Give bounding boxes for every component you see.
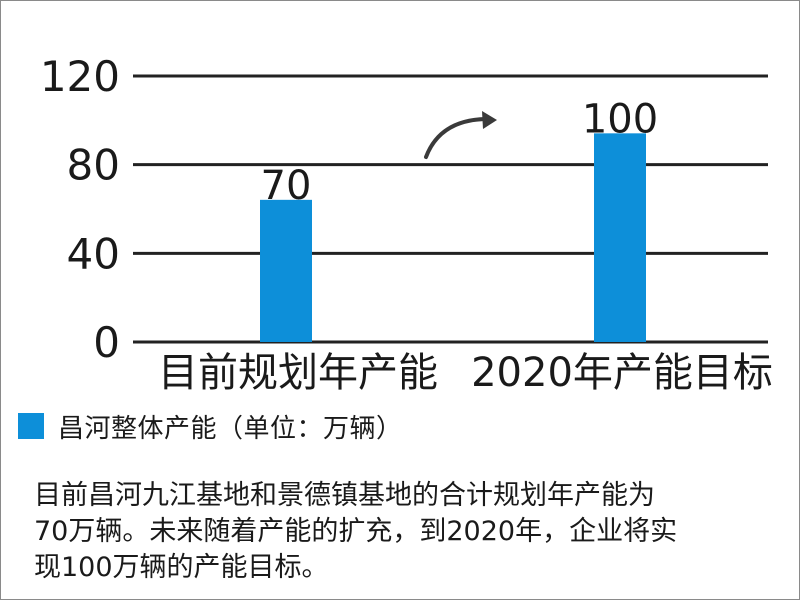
legend-swatch xyxy=(18,413,44,439)
bar-chart: 0 40 80 120 70 目前规划年产能 100 2020年产能目标 xyxy=(40,52,773,396)
caption-line-2: 70万辆。未来随着产能的扩充，到2020年，企业将实 xyxy=(34,516,678,547)
chart-svg: 0 40 80 120 70 目前规划年产能 100 2020年产能目标 xyxy=(40,52,773,396)
y-tick-label: 40 xyxy=(67,229,120,278)
caption-line-3: 现100万辆的产能目标。 xyxy=(34,552,329,583)
y-tick-label: 80 xyxy=(67,141,120,190)
bar xyxy=(594,133,646,342)
curved-arrow xyxy=(424,117,488,159)
caption-line-1: 目前昌河九江基地和景德镇基地的合计规划年产能为 xyxy=(34,480,655,511)
y-tick-label: 120 xyxy=(40,52,120,101)
data-label: 100 xyxy=(582,96,658,142)
legend-label: 昌河整体产能（单位：万辆） xyxy=(58,413,403,444)
curved-arrow-head xyxy=(482,111,497,129)
data-label: 70 xyxy=(261,163,312,209)
caption: 目前昌河九江基地和景德镇基地的合计规划年产能为 70万辆。未来随着产能的扩充，到… xyxy=(34,478,784,586)
x-category-label: 2020年产能目标 xyxy=(471,350,773,396)
x-category-label: 目前规划年产能 xyxy=(158,350,438,396)
y-tick-label: 0 xyxy=(93,318,120,367)
legend: 昌河整体产能（单位：万辆） xyxy=(18,406,403,446)
bar xyxy=(260,199,312,342)
